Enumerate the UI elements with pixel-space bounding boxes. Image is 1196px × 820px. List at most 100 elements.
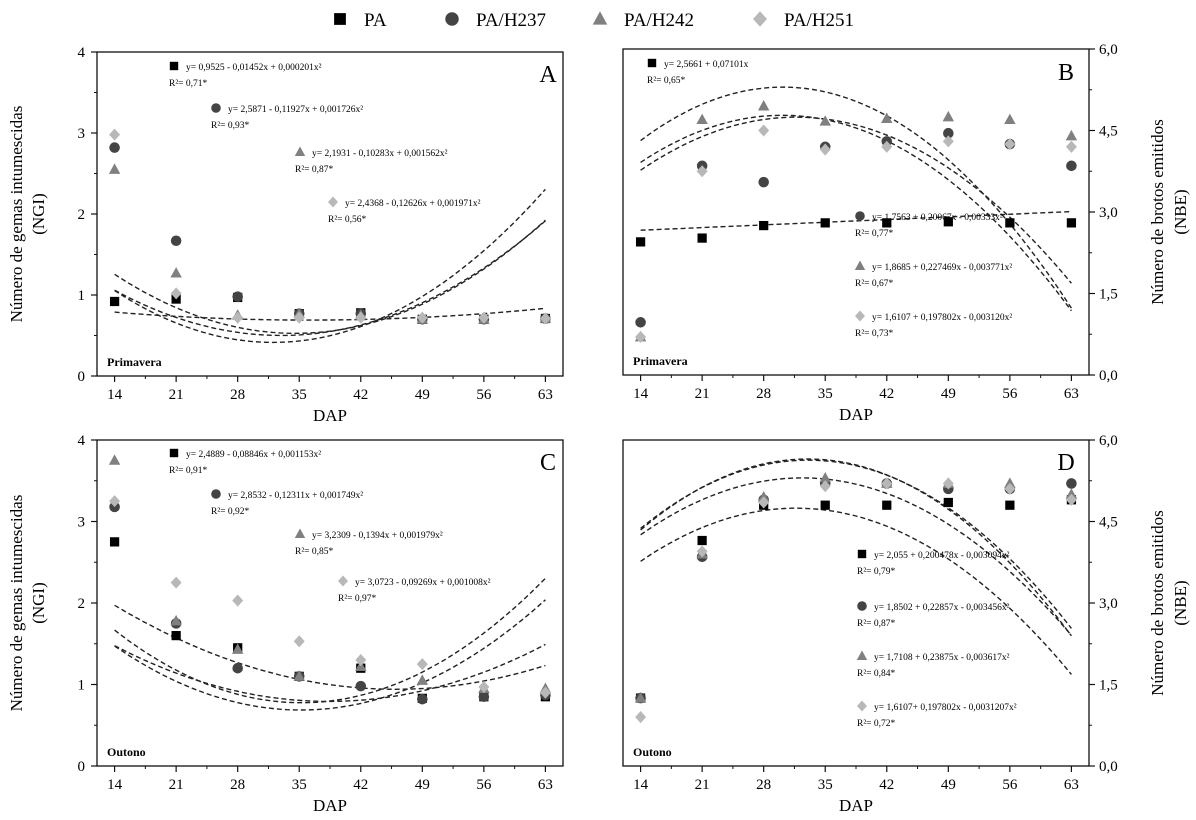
x-tick-label: 28 — [756, 777, 771, 793]
legend-label-pa-h242: PA/H242 — [624, 10, 694, 31]
x-tick-label: 35 — [818, 777, 833, 793]
data-point-pa — [943, 497, 953, 508]
x-tick-label: 28 — [230, 777, 245, 793]
data-point-pa — [171, 630, 181, 641]
panel-b: 14 21 28 35 42 49 56 63 0,0 1,5 3,0 4,5 6,0 DAP Número… — [622, 42, 1190, 424]
x-tick-label: 21 — [695, 777, 710, 793]
fit-curve-pa-h237 — [640, 459, 1072, 629]
fit-curve-pa-h242 — [114, 577, 546, 704]
data-point-pa-h251 — [881, 477, 893, 490]
legend-entry-pa-h251: PA/H251 — [753, 10, 854, 31]
data-point-pa-h251 — [758, 124, 770, 137]
y-tick-label: 0,0 — [1099, 368, 1118, 384]
data-point-pa-h251 — [416, 658, 428, 671]
equation-text: y= 3,0723 - 0,09269x + 0,001008x² — [355, 578, 491, 588]
data-point-pa — [943, 217, 953, 227]
data-point-pa-h251 — [696, 545, 708, 558]
data-point-pa-h251 — [355, 311, 367, 324]
y-tick-label: 1,5 — [1099, 287, 1118, 303]
y-tick-label: 2 — [78, 207, 86, 223]
data-point-pa-h242 — [1004, 113, 1016, 125]
legend-label-pa-h251: PA/H251 — [784, 10, 854, 31]
equation-marker-pa-h251 — [328, 196, 338, 208]
data-point-pa-h251 — [1065, 493, 1077, 506]
data-point-pa-h242 — [1004, 477, 1016, 488]
legend-label-pa: PA — [364, 10, 387, 31]
x-axis-title: DAP — [839, 405, 873, 424]
equation-r2: R²= 0,87* — [857, 619, 896, 629]
equation-marker-pa-h251 — [857, 700, 867, 712]
x-tick-label: 21 — [169, 777, 184, 793]
plot-frame — [622, 48, 1090, 376]
x-tick-label: 49 — [415, 387, 430, 403]
data-point-pa — [759, 220, 769, 231]
data-point-pa-h251 — [232, 311, 244, 324]
season-label: Outono — [107, 745, 146, 759]
data-point-pa-h237 — [170, 235, 182, 247]
data-point-pa-h251 — [635, 330, 647, 344]
data-point-pa-h251 — [539, 312, 551, 325]
data-point-pa-h251 — [819, 480, 831, 493]
equation-r2: R²= 0,87* — [295, 165, 334, 175]
x-tick-label: 14 — [633, 386, 649, 402]
legend-marker-pa-h242 — [592, 11, 608, 25]
x-axis-title: DAP — [839, 796, 873, 815]
y-axis-title-unit: (NGI) — [29, 582, 48, 624]
data-point-pa — [1066, 218, 1077, 228]
data-point-pa-h242 — [634, 692, 647, 703]
x-tick-label: 28 — [230, 387, 245, 403]
y-axis-title: Número de gemas intumescidas — [7, 106, 26, 323]
panel-letter: C — [540, 450, 556, 476]
fit-curve-pa-h242 — [114, 220, 546, 337]
data-point-pa-h237 — [478, 691, 490, 703]
x-tick-label: 35 — [292, 777, 307, 793]
data-point-pa-h242 — [416, 674, 429, 685]
equation-marker-pa — [857, 549, 867, 559]
data-point-pa-h251 — [696, 165, 708, 178]
data-point-pa-h237 — [1066, 160, 1077, 172]
season-label: Primavera — [107, 355, 162, 369]
equation-text: y= 1,7108 + 0,23875x - 0,003617x² — [874, 653, 1010, 663]
equation-r2: R²= 0,56* — [328, 215, 367, 225]
equation-r2: R²= 0,84* — [857, 669, 896, 679]
data-point-pa-h251 — [109, 495, 121, 508]
data-point-pa-h251 — [1065, 140, 1077, 153]
x-tick-label: 49 — [941, 386, 956, 402]
equation-text: y= 1,7563 + 0,20067x - 0,00333x² — [872, 213, 1003, 223]
x-tick-label: 56 — [476, 387, 492, 403]
x-tick-label: 21 — [695, 386, 710, 402]
fit-curve-pa-h251 — [114, 604, 546, 691]
data-point-pa-h251 — [758, 496, 770, 509]
data-point-pa — [697, 535, 707, 546]
y-axis-title-unit: (NGI) — [29, 193, 48, 235]
data-point-pa-h242 — [819, 115, 831, 126]
fit-curve-pa — [640, 477, 1072, 636]
equation-marker-pa-h251 — [338, 575, 348, 587]
x-tick-label: 56 — [1002, 386, 1018, 402]
x-tick-label: 63 — [538, 777, 553, 793]
data-point-pa-h242 — [757, 491, 770, 502]
x-tick-label: 56 — [476, 777, 492, 793]
x-tick-label: 14 — [633, 777, 649, 793]
y-tick-label: 0,0 — [1099, 759, 1118, 775]
fit-curve-pa-h251 — [640, 116, 1072, 284]
x-tick-label: 56 — [1002, 777, 1018, 793]
fit-curve-pa-h251 — [114, 188, 546, 344]
y-axis-title: Número de gemas intumescidas — [7, 495, 26, 712]
data-point-pa — [697, 233, 707, 243]
equation-text: y= 1,8685 + 0,227469x - 0,003771x² — [872, 263, 1012, 273]
data-point-pa — [820, 500, 830, 510]
x-tick-label: 49 — [415, 777, 430, 793]
equation-marker-pa-h242 — [856, 650, 868, 660]
equation-text: y= 2,4368 - 0,12626x + 0,001971x² — [345, 199, 481, 209]
x-tick-label: 63 — [1064, 777, 1079, 793]
x-tick-label: 63 — [538, 387, 553, 403]
plot-frame — [96, 51, 564, 377]
y-tick-label: 6,0 — [1099, 42, 1118, 58]
data-point-pa — [1005, 500, 1015, 510]
data-point-pa-h237 — [232, 291, 243, 302]
data-point-pa-h237 — [355, 680, 367, 692]
fit-curve-pa-h242 — [640, 86, 1072, 309]
plot-frame — [96, 439, 564, 767]
